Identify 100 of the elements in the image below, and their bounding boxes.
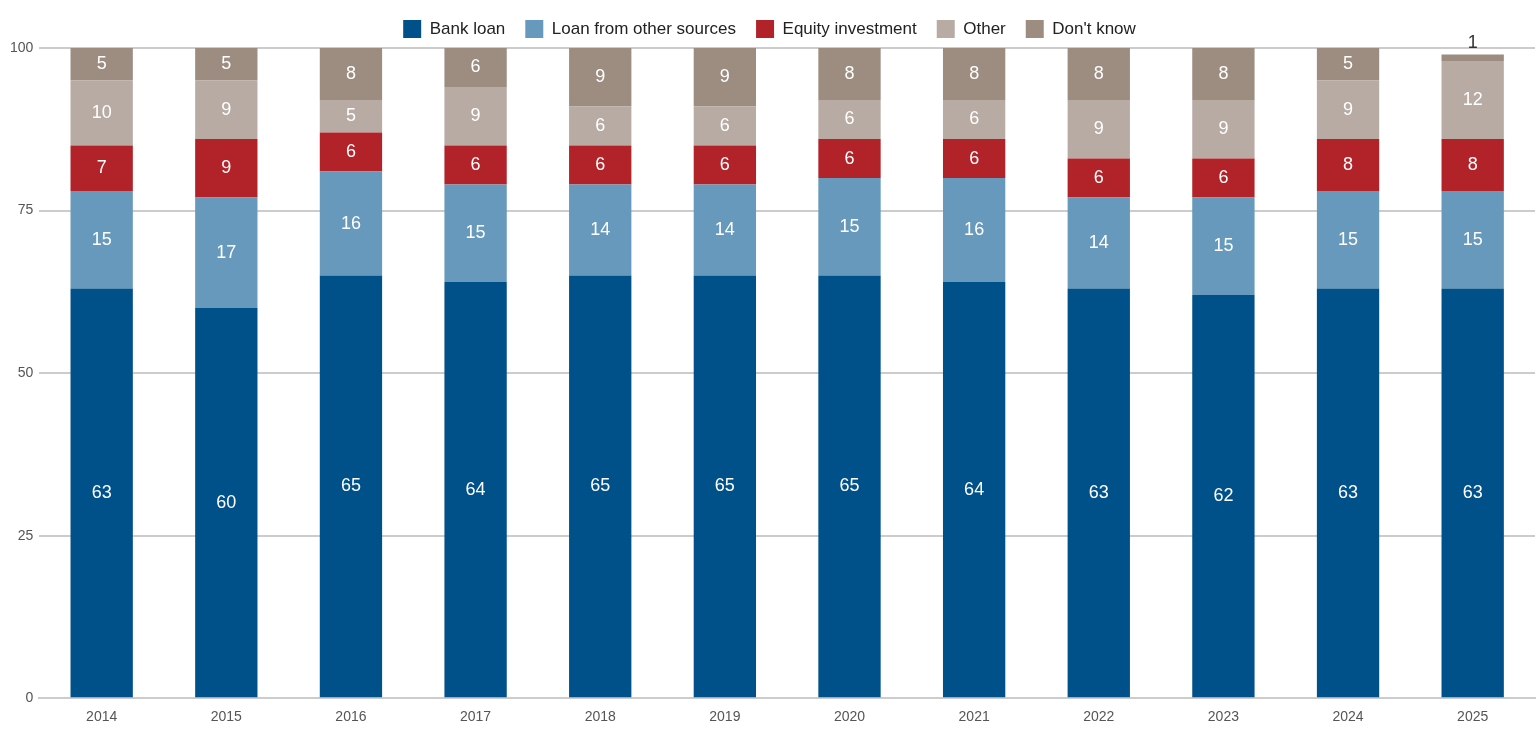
data-label: 9 (221, 98, 232, 119)
data-label: 15 (1462, 228, 1483, 249)
bar (1316, 191, 1380, 289)
bar (319, 132, 383, 172)
data-label: 5 (345, 105, 356, 126)
bar (942, 178, 1006, 283)
bar (195, 197, 258, 309)
bar (1316, 288, 1380, 698)
bar (818, 178, 881, 276)
data-label: 15 (465, 222, 486, 243)
x-tick-label: 2024 (1332, 708, 1364, 725)
bar (1067, 158, 1130, 198)
bar (444, 145, 507, 185)
bar (195, 48, 258, 81)
data-label: 8 (1343, 154, 1354, 174)
bar (319, 100, 383, 133)
bar (195, 308, 258, 698)
bar (942, 48, 1006, 101)
data-label: 5 (96, 53, 107, 74)
bar (1316, 48, 1380, 81)
y-tick-label: 0 (25, 689, 34, 706)
bar (693, 106, 757, 146)
data-label: 65 (714, 475, 735, 496)
data-label: 6 (345, 141, 356, 161)
data-label: 6 (470, 154, 481, 174)
legend-label: Other (963, 18, 1007, 38)
data-label: 64 (964, 478, 985, 499)
x-tick-label: 2022 (1083, 708, 1115, 725)
data-label: 12 (1462, 88, 1483, 109)
bar (569, 106, 632, 146)
data-label: 15 (839, 215, 860, 236)
x-tick-label: 2017 (460, 708, 492, 725)
data-label: 8 (1467, 154, 1478, 174)
data-label: 9 (595, 66, 606, 87)
data-label: 14 (1088, 232, 1109, 253)
bar (1192, 158, 1255, 198)
data-label: 9 (1343, 98, 1354, 119)
bar (818, 275, 881, 698)
x-tick-label: 2020 (833, 708, 866, 725)
data-label: 6 (595, 114, 606, 135)
data-label: 5 (1343, 53, 1354, 74)
data-label: 9 (719, 66, 730, 87)
bar (1316, 80, 1380, 140)
data-label: 8 (1218, 62, 1229, 83)
y-tick-label: 75 (17, 201, 34, 218)
bar (693, 184, 757, 276)
y-tick-label: 25 (17, 526, 34, 543)
bar (319, 171, 383, 276)
data-label: 10 (91, 101, 112, 122)
data-label: 9 (1093, 118, 1104, 139)
data-label: 16 (340, 212, 361, 233)
x-tick-label: 2023 (1207, 708, 1240, 725)
bar (1316, 139, 1380, 192)
x-tick-label: 2019 (709, 708, 741, 725)
data-label: 60 (216, 491, 237, 512)
data-label: 65 (839, 475, 860, 496)
legend-label: Bank loan (429, 18, 506, 38)
bar (1192, 48, 1255, 101)
data-label: 63 (1338, 481, 1359, 502)
data-label: 9 (221, 157, 232, 178)
legend-label: Equity investment (782, 18, 918, 38)
bar (1192, 197, 1255, 296)
data-label: 14 (590, 219, 611, 240)
bar (1192, 100, 1255, 159)
bar (693, 145, 757, 185)
x-tick-label: 2016 (335, 708, 367, 725)
data-label: 9 (470, 105, 481, 126)
bar (1441, 139, 1504, 192)
bar (1441, 61, 1504, 140)
x-tick-label: 2021 (958, 708, 990, 725)
data-label: 62 (1213, 485, 1234, 506)
bar (195, 139, 258, 198)
data-label: 6 (719, 114, 730, 135)
x-tick-label: 2014 (86, 708, 118, 725)
data-label: 6 (719, 154, 730, 174)
bar (942, 100, 1006, 140)
bar (818, 48, 881, 101)
bar (70, 80, 133, 146)
legend-label: Loan from other sources (551, 18, 737, 38)
bar (444, 48, 507, 88)
bar (569, 184, 632, 276)
data-label: 5 (221, 53, 232, 74)
bar (1067, 197, 1130, 289)
data-label: 6 (1218, 167, 1229, 188)
data-label: 63 (1088, 481, 1109, 502)
data-label: 8 (345, 62, 356, 83)
data-label: 63 (91, 481, 112, 502)
data-label: 8 (844, 62, 855, 83)
data-label: 15 (1338, 228, 1359, 249)
x-tick-label: 2015 (210, 708, 243, 725)
bar (70, 48, 133, 81)
data-label: 1 (1467, 32, 1478, 53)
data-label: 6 (844, 147, 855, 168)
data-label: 63 (1462, 481, 1483, 502)
bar (1067, 288, 1130, 698)
data-label: 17 (216, 241, 237, 262)
bar (693, 48, 757, 107)
data-label: 6 (969, 108, 980, 129)
data-label: 14 (714, 219, 735, 240)
data-label: 65 (590, 475, 611, 496)
